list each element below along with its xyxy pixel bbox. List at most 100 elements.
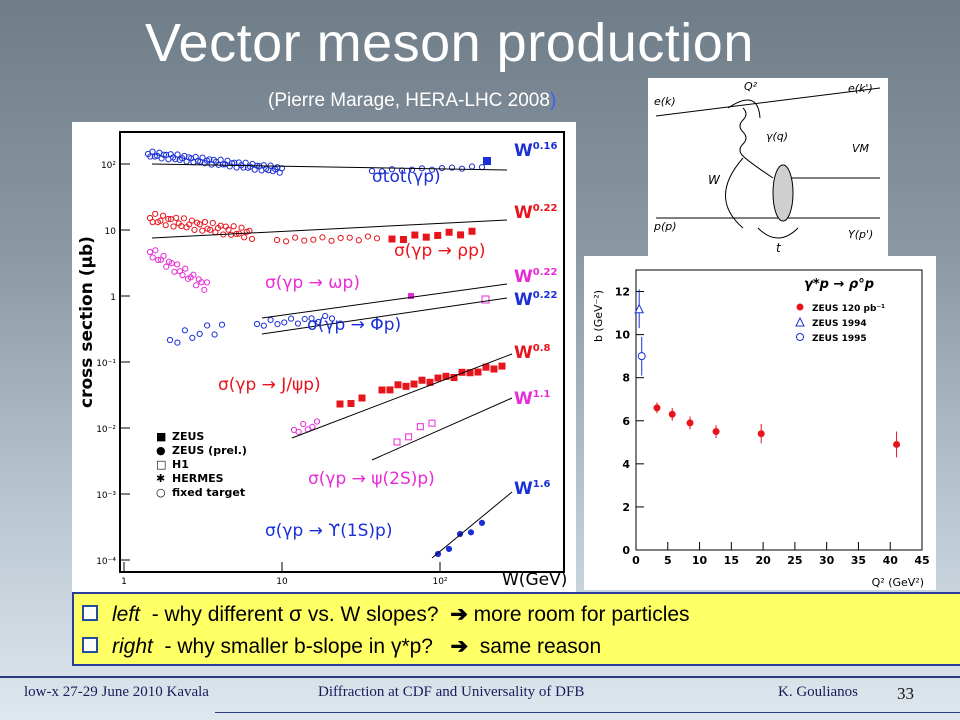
- notes-box: left - why different σ vs. W slopes? ➔ m…: [72, 592, 960, 666]
- label-p-p: p(p): [653, 220, 677, 233]
- y-axis-label: cross section (μb): [77, 236, 97, 408]
- data-point: [295, 428, 302, 436]
- data-point: [458, 165, 466, 172]
- data-point: [201, 286, 208, 293]
- data-point: [196, 330, 203, 338]
- label-sigma-upsilon: σ(γp → ϒ(1S)p): [265, 521, 392, 541]
- y-tick-label: 10⁻¹: [96, 359, 116, 369]
- data-point: [149, 219, 156, 226]
- data-point: [438, 164, 446, 172]
- label-vm: VM: [852, 142, 870, 155]
- fit-line-upsilon: [431, 491, 513, 559]
- y-tick-label: 10²: [101, 161, 116, 171]
- label-sigma-jpsi: σ(γp → J/ψp): [218, 375, 321, 395]
- fit-line-rho: [151, 219, 508, 239]
- fit-line-tot: [151, 163, 508, 171]
- slope-label: W0.22: [514, 203, 557, 223]
- data-point: [157, 217, 164, 224]
- legend-entry: ZEUS: [172, 430, 204, 443]
- arrow-right-icon: ➔: [450, 635, 469, 658]
- label-w: W: [708, 173, 721, 187]
- b-y-tick-label: 4: [622, 458, 630, 471]
- data-point: [248, 235, 256, 243]
- data-point: [337, 234, 344, 242]
- b-data-point: [634, 303, 644, 314]
- data-point: [301, 315, 308, 323]
- y-tick-label: 10⁻³: [96, 491, 116, 501]
- legend-zeus-1994: ZEUS 1994: [812, 319, 867, 329]
- note-left-text: - why different σ vs. W slopes?: [151, 603, 439, 626]
- data-point: [152, 210, 159, 217]
- note-right: right - why smaller b-slope in γ*p? ➔ sa…: [82, 634, 601, 659]
- b-y-tick-label: 0: [622, 544, 630, 557]
- note-left-label: left: [112, 603, 141, 626]
- data-point: [386, 386, 394, 394]
- data-point: [481, 295, 490, 304]
- data-point: [448, 164, 456, 171]
- footer-bottom-line: [215, 712, 960, 713]
- legend-symbol: ■: [156, 430, 166, 443]
- data-point: [309, 423, 316, 430]
- data-point: [260, 322, 267, 329]
- data-point: [308, 315, 315, 322]
- data-point: [402, 382, 410, 390]
- data-point: [162, 222, 169, 229]
- slide-title: Vector meson production: [145, 13, 754, 73]
- data-point: [190, 271, 197, 278]
- label-t: t: [776, 241, 782, 255]
- electron-line: [655, 87, 881, 117]
- data-point: [358, 394, 366, 402]
- note-right-label: right: [112, 635, 153, 658]
- data-point: [196, 221, 203, 228]
- data-point: [218, 321, 226, 328]
- slope-label: W1.1: [514, 389, 551, 409]
- data-point: [490, 365, 498, 373]
- b-plot-frame: [635, 269, 923, 551]
- data-point: [219, 161, 227, 168]
- b-x-tick-label: 5: [664, 554, 672, 567]
- plot-frame: [119, 131, 565, 573]
- legend-marker-zeus-1994: [795, 316, 805, 327]
- note-left-answer: more room for particles: [473, 603, 690, 626]
- data-point: [411, 231, 419, 239]
- legend-marker-zeus-120: [796, 303, 804, 311]
- legend-symbol: ○: [156, 486, 166, 499]
- data-point: [227, 231, 235, 238]
- note-right-text: - why smaller b-slope in γ*p?: [164, 635, 433, 658]
- b-slope-plot: b (GeV⁻²) Q² (GeV²) γ*p → ρ°p 0 2 4 6 8 10 12 0…: [584, 256, 936, 590]
- data-point: [171, 268, 178, 275]
- data-point: [170, 223, 177, 230]
- b-data-point: [637, 352, 646, 361]
- data-point: [294, 320, 302, 327]
- legend-zeus-120: ZEUS 120 pb⁻¹: [812, 304, 885, 314]
- y-tick-label: 10⁻²: [96, 425, 116, 435]
- data-point: [498, 362, 506, 370]
- data-point: [457, 231, 465, 239]
- data-point: [346, 234, 353, 241]
- y-tick-label: 1: [110, 293, 116, 303]
- data-point: [163, 263, 170, 270]
- feynman-diagram: e(k) e(k') Q² γ(q) VM W p(p) Y(p') t: [648, 78, 888, 256]
- b-y-tick-label: 10: [615, 329, 631, 342]
- x-tick-label: 10: [276, 577, 288, 587]
- b-y-tick-label: 8: [622, 372, 630, 385]
- subtitle-text: (Pierre Marage, HERA-LHC 2008: [268, 90, 550, 111]
- data-point: [313, 418, 321, 425]
- subtitle-close: ): [549, 90, 557, 111]
- data-point: [468, 163, 476, 170]
- label-sigma-rho: σ(γp → ρp): [394, 241, 486, 261]
- b-y-tick-label: 12: [615, 286, 630, 299]
- legend-entry: H1: [172, 458, 189, 471]
- data-point: [388, 166, 396, 173]
- data-point: [378, 386, 386, 394]
- data-point: [160, 151, 167, 158]
- x-tick-label: 10²: [432, 577, 447, 587]
- data-point: [274, 320, 281, 328]
- data-point: [445, 545, 453, 553]
- t-arc: [757, 227, 799, 239]
- data-point: [287, 315, 295, 322]
- data-point: [328, 315, 336, 322]
- data-point: [478, 519, 486, 526]
- data-point: [434, 231, 442, 239]
- data-point: [468, 227, 476, 235]
